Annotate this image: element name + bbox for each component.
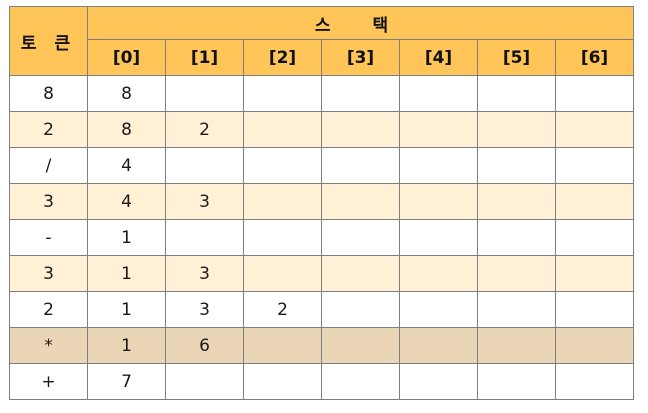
token-cell: 3: [9, 255, 88, 292]
stack-cell: [165, 75, 244, 112]
stack-cell: [477, 219, 556, 256]
table-row: -1: [9, 219, 634, 256]
stack-cell: [321, 219, 400, 256]
token-cell: 8: [9, 75, 88, 112]
stack-cell: [243, 219, 322, 256]
stack-cell: 1: [87, 327, 166, 364]
stack-cell: [399, 219, 478, 256]
stack-cell: [399, 111, 478, 148]
stack-index-header: [0]: [87, 39, 166, 76]
stack-index-header: [4]: [399, 39, 478, 76]
stack-cell: [477, 255, 556, 292]
stack-cell: 8: [87, 75, 166, 112]
token-cell: 3: [9, 183, 88, 220]
stack-cell: [477, 111, 556, 148]
token-cell: 2: [9, 291, 88, 328]
stack-cell: [477, 147, 556, 184]
stack-cell: [477, 291, 556, 328]
stack-cell: 6: [165, 327, 244, 364]
stack-cell: [243, 111, 322, 148]
stack-cell: [243, 75, 322, 112]
stack-cell: [321, 111, 400, 148]
stack-cell: 3: [165, 255, 244, 292]
stack-cell: [321, 327, 400, 364]
table-row: +7: [9, 363, 634, 400]
stack-cell: [165, 363, 244, 400]
stack-cell: [399, 75, 478, 112]
stack-index-header: [2]: [243, 39, 322, 76]
stack-index-header: [5]: [477, 39, 556, 76]
stack-cell: [555, 255, 634, 292]
stack-cell: 3: [165, 291, 244, 328]
stack-cell: [399, 327, 478, 364]
stack-cell: [243, 255, 322, 292]
stack-cell: [165, 219, 244, 256]
token-cell: 2: [9, 111, 88, 148]
stack-cell: [243, 363, 322, 400]
stack-cell: [165, 147, 244, 184]
stack-cell: [321, 75, 400, 112]
stack-cell: [399, 255, 478, 292]
table-row: * 1 6: [9, 327, 634, 364]
table-row: /4: [9, 147, 634, 184]
stack-cell: [321, 291, 400, 328]
stack-cell: [321, 255, 400, 292]
stack-cell: [555, 183, 634, 220]
stack-cell: [399, 147, 478, 184]
stack-cell: 1: [87, 291, 166, 328]
token-cell: /: [9, 147, 88, 184]
stack-cell: 3: [165, 183, 244, 220]
header-row-top: 토 큰 스 택: [9, 6, 634, 76]
stack-index-header: [1]: [165, 39, 244, 76]
stack-cell: [477, 183, 556, 220]
stack-cell: [555, 147, 634, 184]
stack-cell: [477, 75, 556, 112]
stack-cell: [555, 291, 634, 328]
stack-cell: 4: [87, 147, 166, 184]
stack-cell: [555, 75, 634, 112]
stack-cell: 7: [87, 363, 166, 400]
stack-cell: [243, 327, 322, 364]
stack-cell: 4: [87, 183, 166, 220]
token-cell: *: [9, 327, 88, 364]
stack-cell: [555, 111, 634, 148]
stack-cell: [321, 363, 400, 400]
stack-cell: 1: [87, 255, 166, 292]
stack-column-header: 스 택: [87, 6, 634, 40]
stack-cell: [243, 183, 322, 220]
stack-cell: [243, 147, 322, 184]
stack-cell: [477, 327, 556, 364]
stack-cell: 1: [87, 219, 166, 256]
table-body: 8 8 2 8 2/4 3 4 3-1 3 1 3 2 1 3 2 * 1 6 +7: [9, 75, 634, 400]
stack-cell: [399, 363, 478, 400]
token-cell: +: [9, 363, 88, 400]
stack-cell: [555, 363, 634, 400]
stack-cell: 8: [87, 111, 166, 148]
stack-cell: [321, 147, 400, 184]
header-row-indices: [0] [1] [2] [3] [4] [5] [6]: [10, 39, 634, 76]
stack-cell: [321, 183, 400, 220]
stack-index-header: [3]: [321, 39, 400, 76]
token-column-header: 토 큰: [9, 6, 88, 76]
stack-cell: 2: [243, 291, 322, 328]
stack-cell: 2: [165, 111, 244, 148]
stack-cell: [477, 363, 556, 400]
stack-cell: [555, 219, 634, 256]
stack-cell: [555, 327, 634, 364]
stack-cell: [399, 291, 478, 328]
stack-index-header: [6]: [555, 39, 634, 76]
stack-cell: [399, 183, 478, 220]
token-cell: -: [9, 219, 88, 256]
